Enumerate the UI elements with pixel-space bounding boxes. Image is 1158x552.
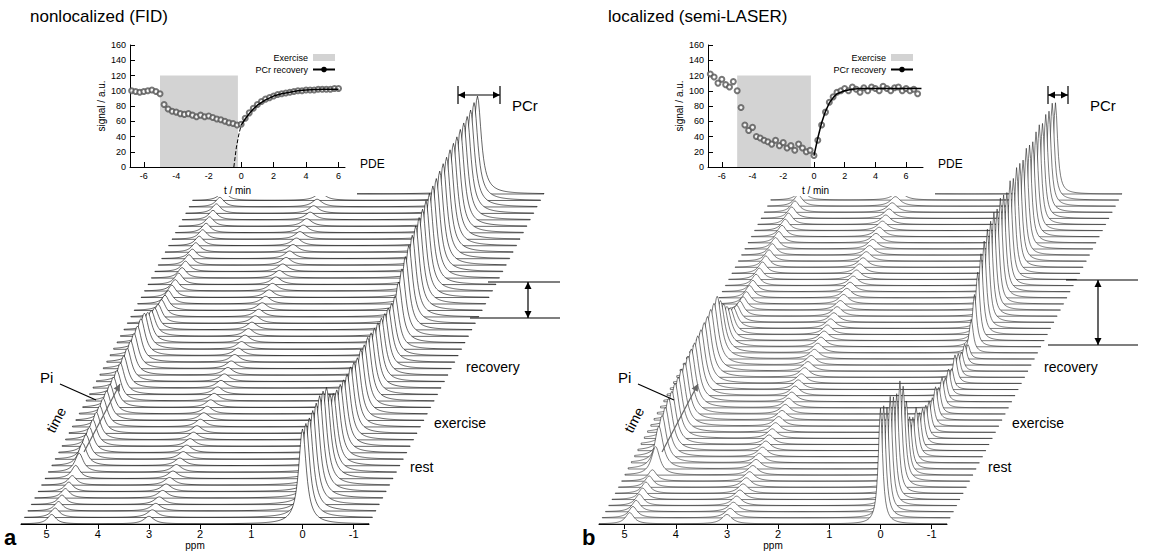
svg-text:1: 1 (826, 528, 832, 540)
svg-text:PDE: PDE (938, 157, 963, 171)
svg-text:-4: -4 (749, 171, 757, 181)
svg-text:3: 3 (724, 528, 730, 540)
svg-text:4: 4 (673, 528, 679, 540)
svg-text:-6: -6 (718, 171, 726, 181)
svg-text:5: 5 (622, 528, 628, 540)
svg-text:140: 140 (111, 55, 126, 65)
svg-text:4: 4 (304, 171, 309, 181)
svg-text:b: b (582, 525, 595, 550)
svg-text:0: 0 (877, 528, 883, 540)
svg-text:2: 2 (775, 528, 781, 540)
svg-text:-1: -1 (927, 528, 937, 540)
svg-text:rest: rest (410, 459, 433, 475)
svg-text:20: 20 (116, 147, 126, 157)
svg-text:160: 160 (689, 40, 704, 50)
svg-text:80: 80 (694, 101, 704, 111)
svg-text:PCr recovery: PCr recovery (255, 65, 308, 75)
svg-text:time: time (43, 404, 70, 435)
svg-text:nonlocalized (FID): nonlocalized (FID) (30, 7, 168, 26)
svg-text:0: 0 (699, 162, 704, 172)
svg-text:recovery: recovery (466, 359, 520, 375)
svg-text:0: 0 (239, 171, 244, 181)
svg-text:3: 3 (146, 528, 152, 540)
svg-text:0: 0 (811, 171, 816, 181)
svg-text:-4: -4 (172, 171, 180, 181)
svg-text:4: 4 (873, 171, 878, 181)
svg-text:signal / a.u.: signal / a.u. (96, 80, 107, 131)
svg-text:4: 4 (95, 528, 101, 540)
svg-text:6: 6 (904, 171, 909, 181)
svg-text:Exercise: Exercise (851, 53, 886, 63)
svg-text:Exercise: Exercise (273, 53, 308, 63)
svg-text:40: 40 (116, 132, 126, 142)
svg-text:localized (semi-LASER): localized (semi-LASER) (608, 7, 788, 26)
svg-text:ppm: ppm (763, 540, 782, 551)
svg-text:160: 160 (111, 40, 126, 50)
svg-text:PCr: PCr (1090, 97, 1116, 114)
svg-text:80: 80 (116, 101, 126, 111)
svg-text:-2: -2 (205, 171, 213, 181)
svg-text:exercise: exercise (1012, 415, 1064, 431)
svg-text:5: 5 (44, 528, 50, 540)
svg-text:0: 0 (299, 528, 305, 540)
svg-text:t / min: t / min (802, 185, 829, 196)
svg-text:exercise: exercise (434, 415, 486, 431)
svg-text:0: 0 (121, 162, 126, 172)
svg-text:t / min: t / min (224, 185, 251, 196)
svg-text:20: 20 (694, 147, 704, 157)
svg-text:-1: -1 (349, 528, 359, 540)
svg-text:140: 140 (689, 55, 704, 65)
svg-text:120: 120 (111, 71, 126, 81)
svg-text:120: 120 (689, 71, 704, 81)
svg-text:60: 60 (116, 116, 126, 126)
svg-text:2: 2 (842, 171, 847, 181)
svg-text:1: 1 (248, 528, 254, 540)
svg-text:time: time (621, 404, 648, 435)
svg-text:6: 6 (336, 171, 341, 181)
svg-text:Pi: Pi (40, 369, 53, 386)
svg-text:ppm: ppm (185, 540, 204, 551)
svg-text:40: 40 (694, 132, 704, 142)
svg-text:PCr recovery: PCr recovery (833, 65, 886, 75)
svg-text:recovery: recovery (1044, 359, 1098, 375)
svg-text:2: 2 (197, 528, 203, 540)
svg-text:-2: -2 (779, 171, 787, 181)
svg-text:100: 100 (689, 86, 704, 96)
svg-text:2: 2 (271, 171, 276, 181)
svg-text:rest: rest (988, 459, 1011, 475)
svg-text:Pi: Pi (618, 369, 631, 386)
svg-text:PCr: PCr (512, 97, 538, 114)
svg-text:PDE: PDE (360, 157, 385, 171)
svg-text:signal / a.u.: signal / a.u. (674, 80, 685, 131)
svg-text:-6: -6 (140, 171, 148, 181)
svg-text:a: a (4, 525, 17, 550)
svg-text:100: 100 (111, 86, 126, 96)
svg-text:60: 60 (694, 116, 704, 126)
